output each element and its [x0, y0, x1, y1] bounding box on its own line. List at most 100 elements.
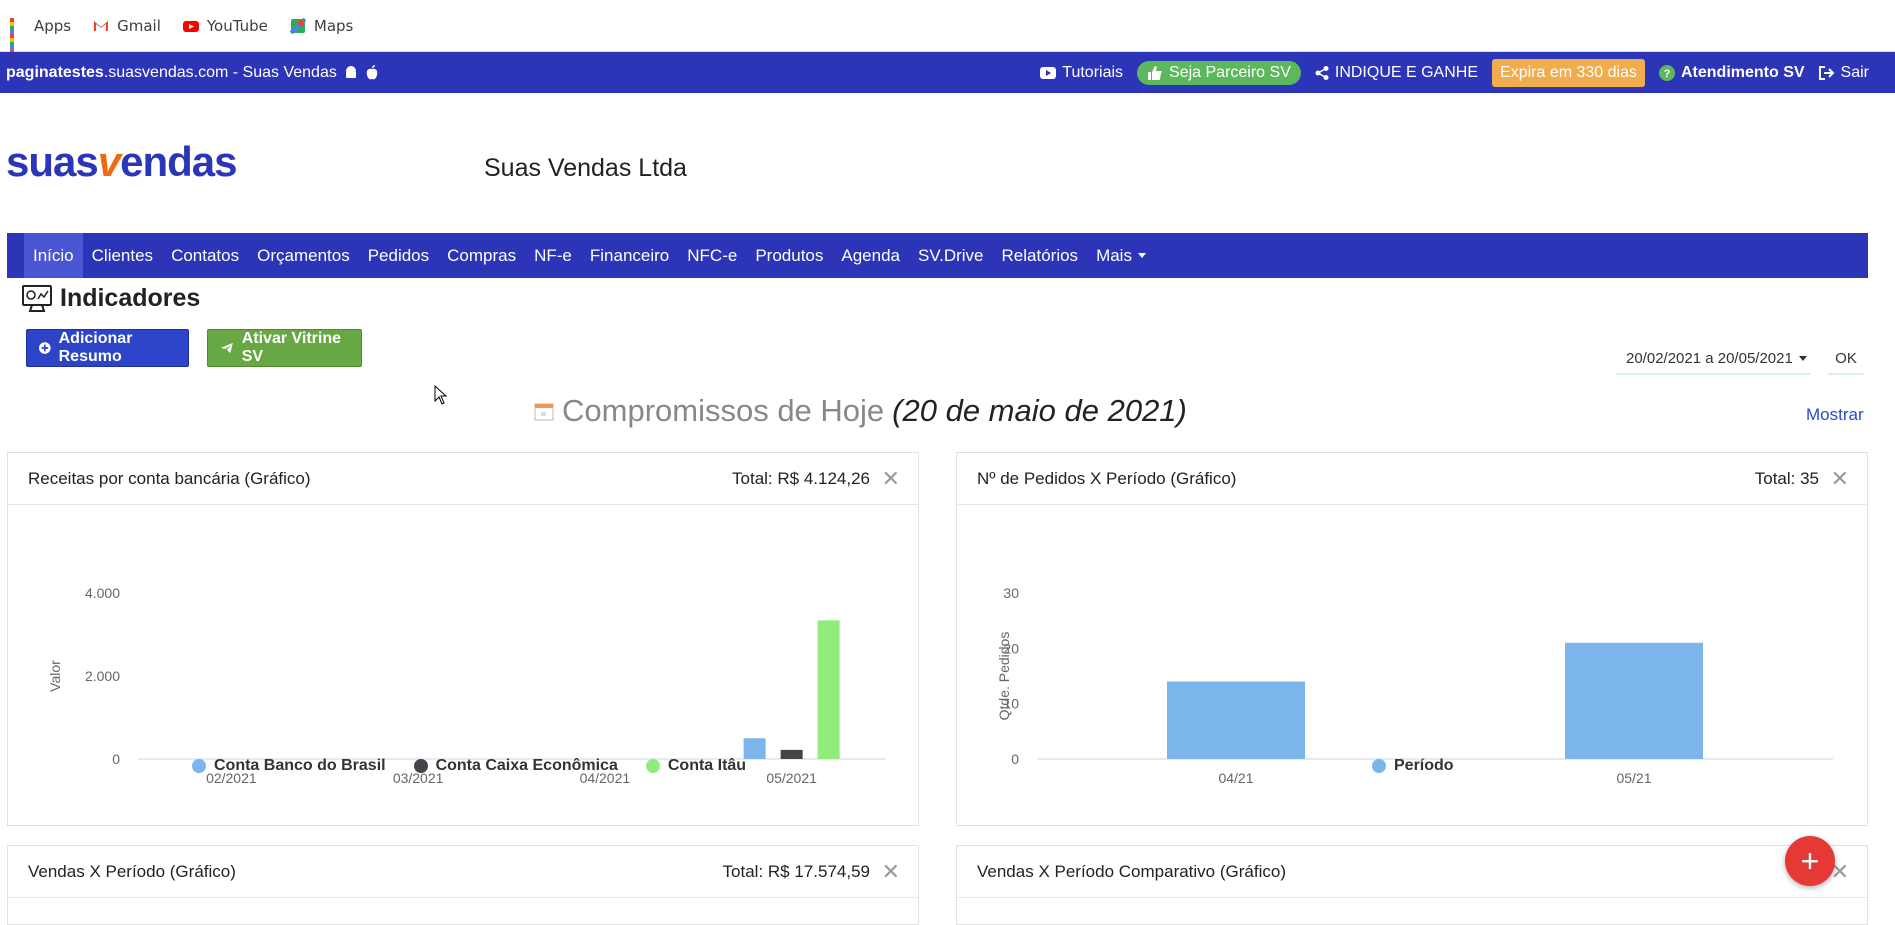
nav-mais-dropdown[interactable]: Mais	[1087, 233, 1155, 278]
sair-label: Sair	[1840, 63, 1869, 81]
suasvendas-logo[interactable]: suasvendas	[6, 138, 237, 185]
legend-label: Período	[1394, 757, 1454, 774]
x-tick-label: 04/21	[1218, 770, 1253, 786]
nav-nfe[interactable]: NF-e	[534, 245, 572, 265]
help-icon: ?	[1658, 64, 1675, 81]
bookmark-youtube[interactable]: YouTube	[182, 16, 268, 35]
tutoriais-link[interactable]: Tutoriais	[1040, 64, 1123, 82]
ativar-vitrine-label: Ativar Vitrine SV	[241, 330, 342, 365]
ok-button[interactable]: OK	[1828, 343, 1864, 375]
legend-dot	[413, 759, 428, 773]
bar[interactable]	[780, 749, 803, 759]
agenda-date: (20 de maio de 2021)	[892, 393, 1187, 428]
nav-nfce[interactable]: NFC-e	[687, 245, 738, 265]
legend-label: Conta Banco do Brasil	[214, 757, 386, 774]
x-tick-label: 05/21	[1616, 770, 1651, 786]
bookmark-label: YouTube	[206, 16, 268, 35]
sair-link[interactable]: Sair	[1818, 63, 1869, 82]
android-icon[interactable]	[343, 65, 359, 81]
bookmarks-bar: Apps Gmail YouTube Maps	[0, 0, 1895, 54]
thumbs-up-icon	[1148, 65, 1162, 80]
y-tick-label: 10	[1003, 696, 1019, 712]
nav-orcamentos[interactable]: Orçamentos	[257, 245, 350, 265]
nav-clientes[interactable]: Clientes	[91, 245, 154, 265]
mostrar-link[interactable]: Mostrar	[1806, 405, 1864, 424]
y-tick-label: 4.000	[85, 585, 120, 601]
svg-text:?: ?	[1664, 68, 1671, 80]
panel-header: Nº de Pedidos X Período (Gráfico) Total:…	[957, 453, 1867, 505]
legend-dot	[645, 759, 660, 773]
add-fab-button[interactable]: +	[1785, 836, 1835, 886]
panel-total: Total: R$ 4.124,26	[732, 469, 870, 488]
pedidos-panel: Nº de Pedidos X Período (Gráfico) Total:…	[956, 452, 1868, 826]
vendas-panel: Vendas X Período (Gráfico) Total: R$ 17.…	[7, 845, 919, 925]
nav-pedidos[interactable]: Pedidos	[367, 245, 430, 265]
x-tick-label: 04/2021	[580, 770, 631, 786]
y-tick-label: 0	[1011, 751, 1019, 767]
date-range-value: 20/02/2021 a 20/05/2021	[1626, 349, 1793, 367]
nav-inicio[interactable]: Início	[24, 233, 83, 278]
ativar-vitrine-button[interactable]: Ativar Vitrine SV	[207, 329, 362, 367]
bookmark-maps[interactable]: Maps	[289, 17, 353, 35]
plus-circle-icon	[39, 342, 51, 354]
panel-title: Vendas X Período (Gráfico)	[28, 861, 236, 881]
atendimento-link[interactable]: ? Atendimento SV	[1658, 64, 1805, 82]
bar[interactable]	[1565, 642, 1703, 759]
youtube-icon	[1040, 66, 1057, 79]
y-tick-label: 20	[1003, 640, 1019, 656]
expira-badge[interactable]: Expira em 330 dias	[1492, 58, 1645, 87]
dashboard-icon	[22, 284, 52, 312]
page-title: Indicadores	[22, 284, 200, 313]
receitas-chart: 0 2.000 4.000 Valor 02/2021 03/2021 04/2021 05/…	[47, 585, 885, 786]
legend-label: Conta Itâu	[667, 757, 747, 774]
close-icon[interactable]: ✕	[881, 466, 900, 491]
page-title-text: Indicadores	[60, 284, 201, 312]
indique-link[interactable]: INDIQUE E GANHE	[1315, 64, 1478, 82]
bar[interactable]	[817, 620, 840, 759]
panel-total: Total: R$ 17.574,59	[722, 862, 870, 881]
date-range-select[interactable]: 20/02/2021 a 20/05/2021	[1616, 343, 1810, 375]
legend-item[interactable]: Conta Banco do Brasil	[192, 757, 386, 775]
caret-down-icon	[1798, 355, 1807, 361]
apple-icon[interactable]	[365, 64, 379, 81]
adicionar-resumo-button[interactable]: Adicionar Resumo	[26, 329, 189, 367]
pedidos-chart: 0 10 20 30 Qtde. Pedidos 04/21 05/21	[996, 585, 1833, 786]
close-icon[interactable]: ✕	[1830, 859, 1849, 884]
bookmark-apps[interactable]: Apps	[10, 16, 72, 54]
gmail-icon	[94, 20, 109, 31]
mouse-cursor-icon	[434, 385, 448, 405]
receitas-legend: Conta Banco do Brasil Conta Caixa Econômi…	[192, 757, 746, 775]
nav-agenda[interactable]: Agenda	[841, 245, 900, 265]
x-tick-label: 05/2021	[766, 770, 817, 786]
x-tick-label: 03/2021	[393, 770, 444, 786]
nav-produtos[interactable]: Produtos	[755, 245, 824, 265]
bookmark-label: Apps	[34, 16, 72, 35]
site-rest: .suasvendas.com - Suas Vendas	[103, 63, 337, 81]
top-strip-actions: Tutoriais Seja Parceiro SV INDIQUE E GAN…	[1040, 52, 1869, 93]
bookmark-gmail[interactable]: Gmail	[93, 17, 161, 35]
seja-parceiro-button[interactable]: Seja Parceiro SV	[1137, 60, 1301, 85]
bar[interactable]	[1167, 681, 1305, 759]
close-icon[interactable]: ✕	[881, 859, 900, 884]
nav-contatos[interactable]: Contatos	[171, 245, 240, 265]
adicionar-resumo-label: Adicionar Resumo	[58, 330, 133, 365]
close-icon[interactable]: ✕	[1830, 466, 1849, 491]
nav-svdrive[interactable]: SV.Drive	[918, 245, 984, 265]
legend-item[interactable]: Conta Itâu	[645, 757, 747, 775]
tutoriais-label: Tutoriais	[1062, 63, 1124, 81]
legend-item[interactable]: Conta Caixa Econômica	[413, 757, 618, 775]
main-nav: Início Clientes Contatos Orçamentos Pedi…	[7, 233, 1868, 278]
apps-grid-icon	[10, 17, 26, 54]
legend-dot	[192, 759, 206, 773]
legend-dot	[1372, 759, 1386, 773]
panel-header: Vendas X Período Comparativo (Gráfico) ✕	[957, 846, 1867, 898]
nav-financeiro[interactable]: Financeiro	[589, 245, 670, 265]
comparativo-panel: Vendas X Período Comparativo (Gráfico) ✕	[956, 845, 1868, 925]
legend-item[interactable]: Período	[1372, 757, 1454, 775]
agenda-title: Compromissos de Hoje	[562, 393, 885, 428]
nav-relatorios[interactable]: Relatórios	[1001, 245, 1079, 265]
y-tick-label: 0	[112, 751, 120, 767]
indique-label: INDIQUE E GANHE	[1334, 63, 1479, 81]
bar[interactable]	[743, 738, 766, 759]
nav-compras[interactable]: Compras	[447, 245, 517, 265]
